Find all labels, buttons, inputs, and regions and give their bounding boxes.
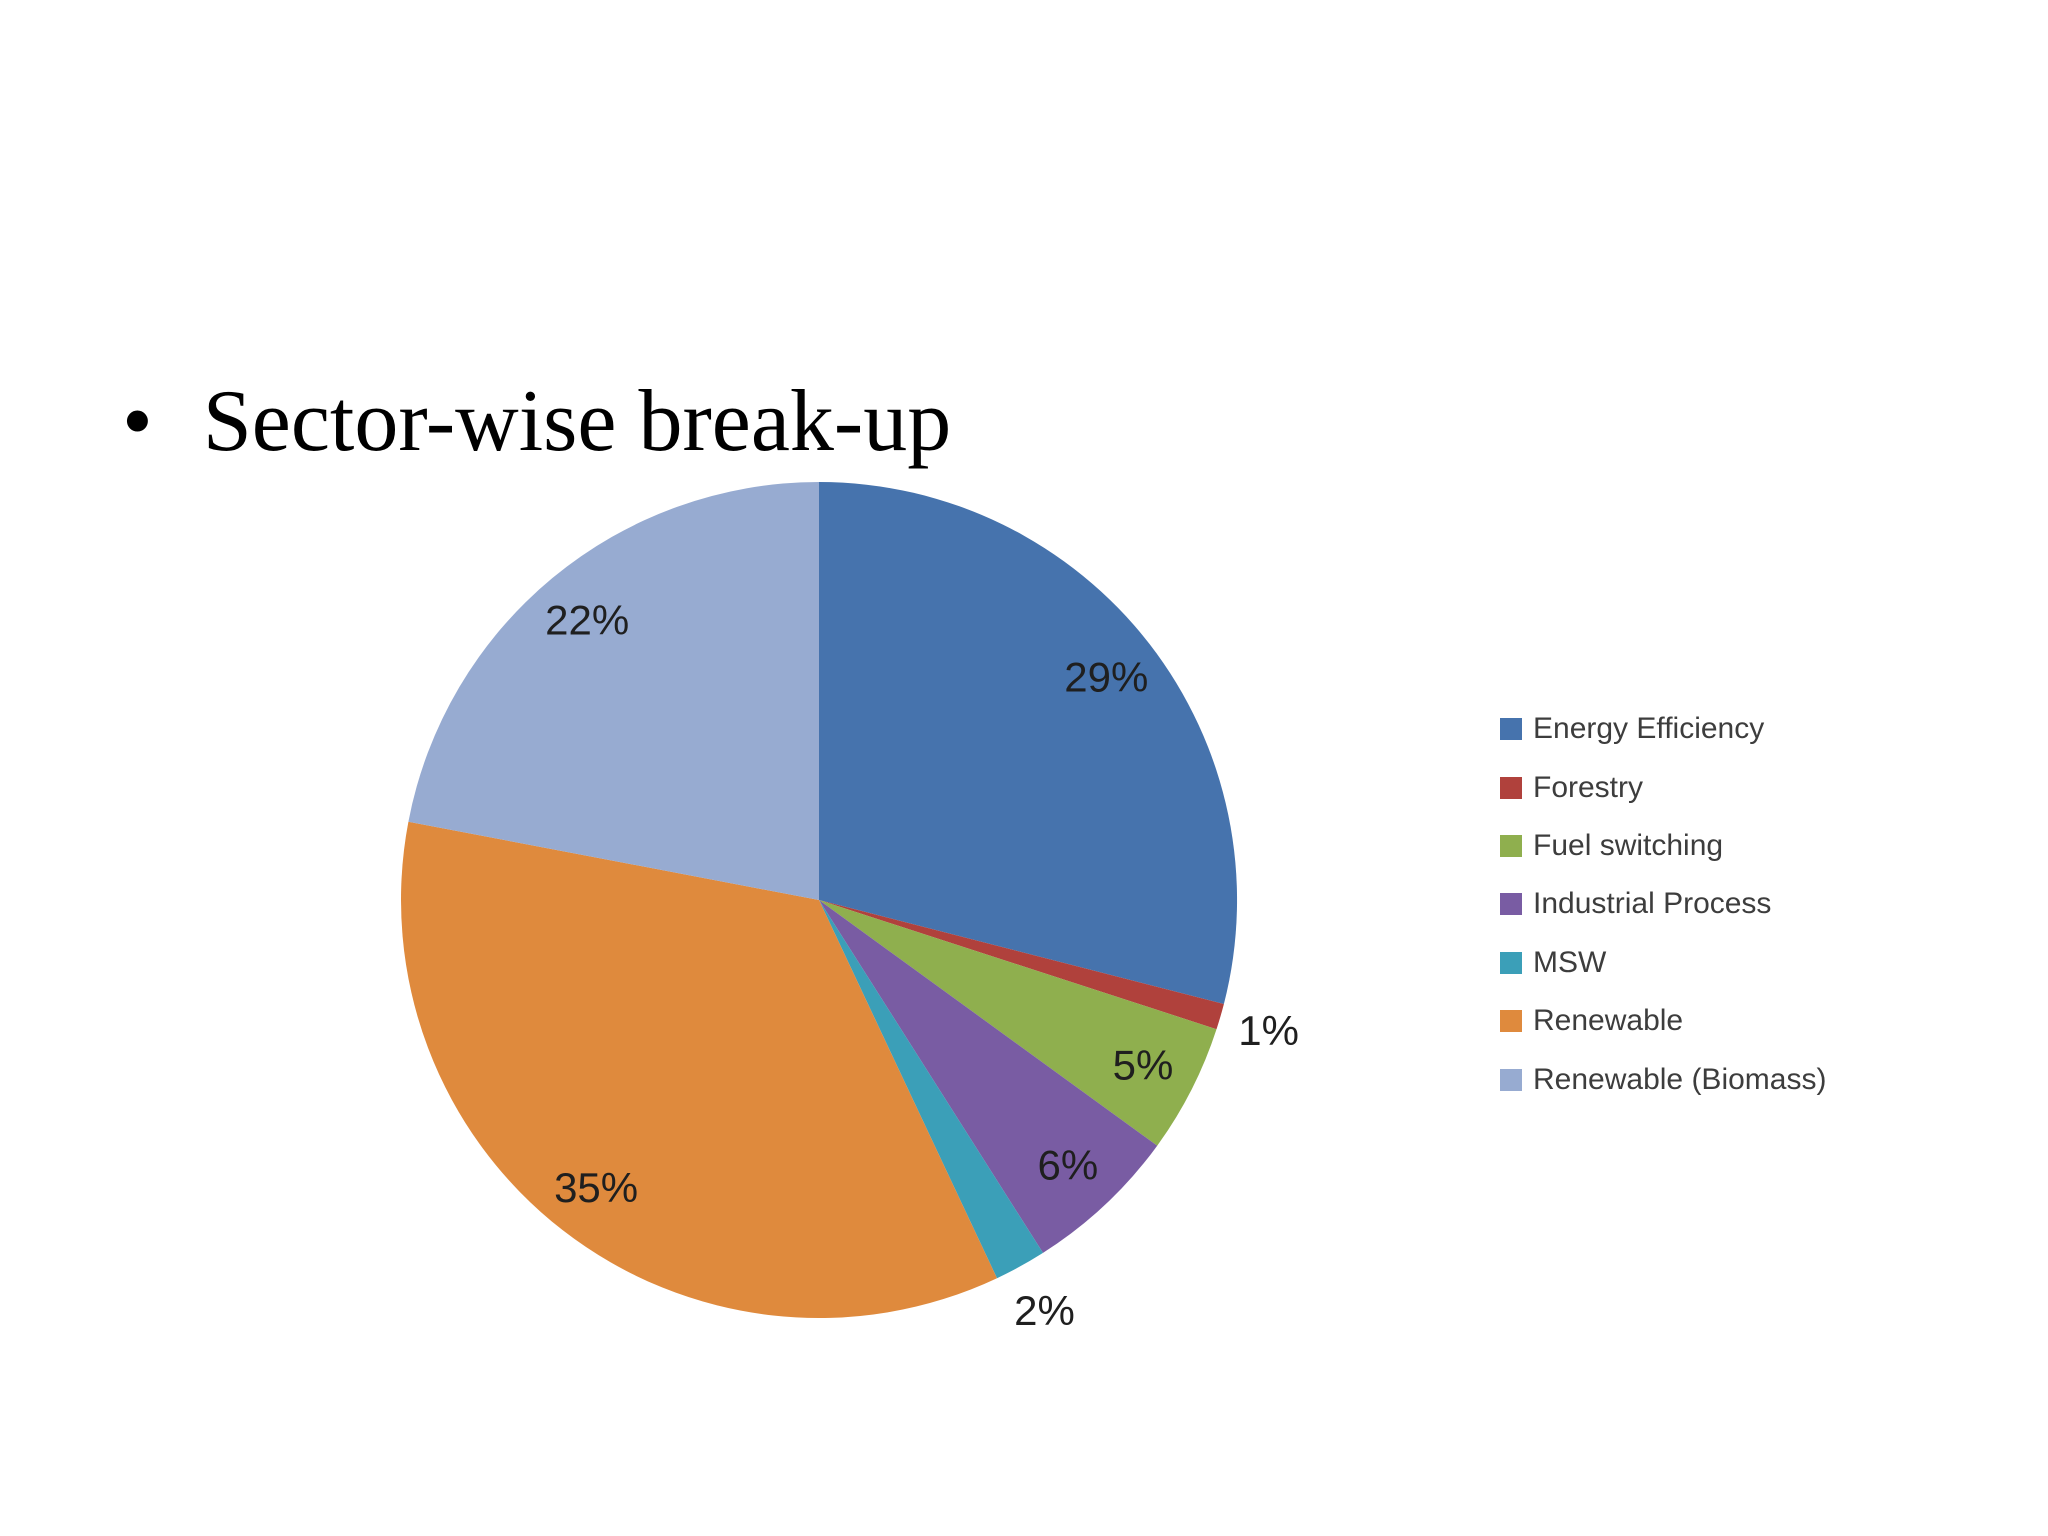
- pie-data-label: 22%: [545, 596, 629, 643]
- legend-swatch-icon: [1500, 834, 1522, 857]
- pie-data-label: 35%: [554, 1164, 638, 1211]
- legend-item: Energy Efficiency: [1500, 700, 1826, 758]
- legend-item: Renewable (Biomass): [1500, 1050, 1826, 1108]
- legend-label: Forestry: [1533, 770, 1644, 804]
- legend-label: Energy Efficiency: [1533, 712, 1765, 746]
- legend-swatch-icon: [1500, 776, 1522, 799]
- pie-data-label: 6%: [1038, 1142, 1099, 1189]
- legend-swatch-icon: [1500, 951, 1522, 974]
- legend-label: MSW: [1533, 945, 1607, 979]
- legend-label: Renewable (Biomass): [1533, 1062, 1827, 1096]
- pie-slice-industrial-process: [819, 900, 1158, 1253]
- page-title: Sector-wise break-up: [202, 373, 952, 470]
- legend-swatch-icon: [1500, 1010, 1522, 1033]
- pie-slice-energy-efficiency: [819, 482, 1238, 1004]
- pie-data-label: 29%: [1064, 654, 1148, 701]
- legend-swatch-icon: [1500, 718, 1522, 741]
- legend-label: Fuel switching: [1533, 828, 1724, 862]
- legend-item: Renewable: [1500, 992, 1826, 1050]
- legend: Energy Efficiency Forestry Fuel switching I…: [1500, 700, 1826, 1109]
- legend-item: MSW: [1500, 934, 1826, 992]
- slide-title-row: • Sector-wise break-up: [122, 378, 951, 466]
- legend-item: Industrial Process: [1500, 875, 1826, 933]
- pie-slice-forestry: [819, 900, 1224, 1030]
- bullet-icon: •: [122, 373, 153, 470]
- pie-data-label: 2%: [1014, 1287, 1075, 1334]
- legend-label: Industrial Process: [1533, 887, 1772, 921]
- pie-slice-renewable-biomass-: [408, 482, 819, 900]
- legend-swatch-icon: [1500, 893, 1522, 916]
- legend-swatch-icon: [1500, 1068, 1522, 1091]
- pie-slice-renewable: [401, 821, 997, 1318]
- legend-item: Forestry: [1500, 758, 1826, 816]
- legend-label: Renewable: [1533, 1004, 1684, 1038]
- pie-slice-msw: [819, 900, 1043, 1279]
- pie-data-label: 1%: [1238, 1007, 1299, 1054]
- legend-item: Fuel switching: [1500, 817, 1826, 875]
- pie-data-label: 5%: [1113, 1042, 1174, 1089]
- pie-slice-fuel-switching: [819, 900, 1217, 1146]
